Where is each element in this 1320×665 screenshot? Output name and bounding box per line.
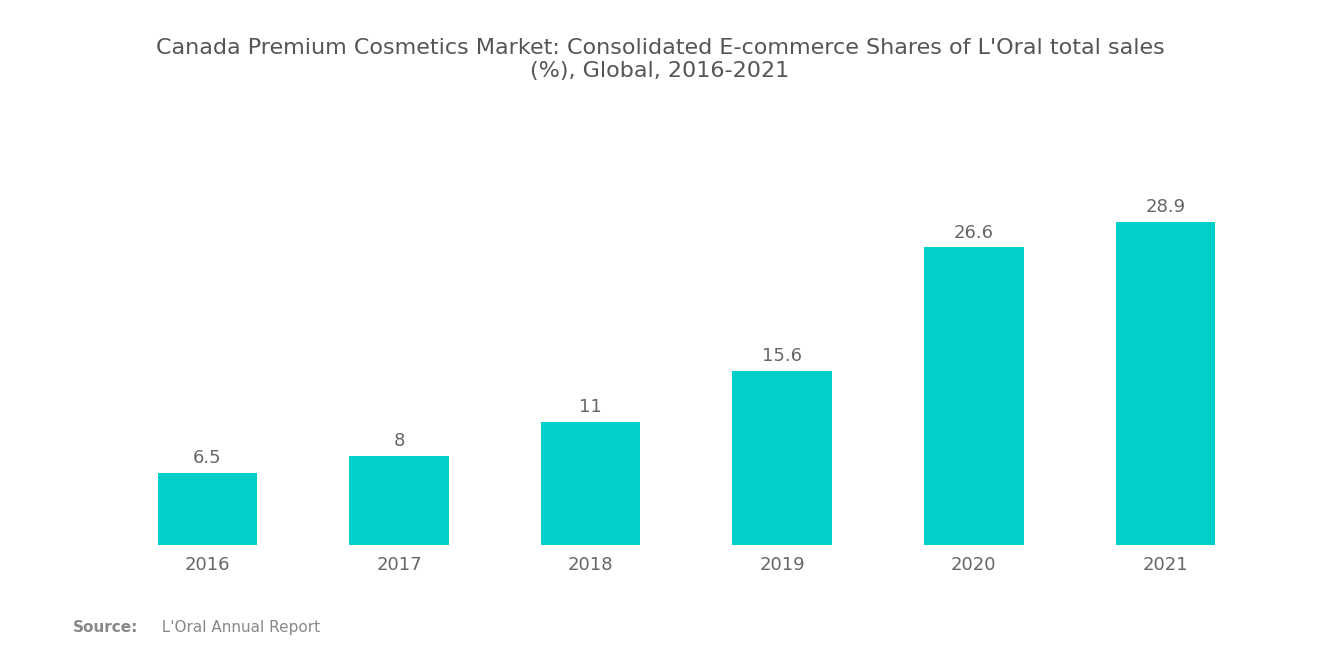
Text: Canada Premium Cosmetics Market: Consolidated E-commerce Shares of L'Oral total : Canada Premium Cosmetics Market: Consoli…: [156, 39, 1164, 81]
Text: 15.6: 15.6: [762, 347, 803, 365]
Bar: [924, 247, 1023, 545]
Bar: [733, 370, 832, 545]
Text: 8: 8: [393, 432, 405, 450]
Bar: [1115, 221, 1216, 545]
Text: 28.9: 28.9: [1146, 198, 1185, 216]
Bar: [157, 473, 257, 545]
Text: 26.6: 26.6: [954, 224, 994, 242]
Text: Source:: Source:: [73, 620, 139, 635]
Text: L'Oral Annual Report: L'Oral Annual Report: [152, 620, 319, 635]
Text: 11: 11: [579, 398, 602, 416]
Bar: [350, 456, 449, 545]
Bar: [541, 422, 640, 545]
Text: 6.5: 6.5: [193, 449, 222, 467]
